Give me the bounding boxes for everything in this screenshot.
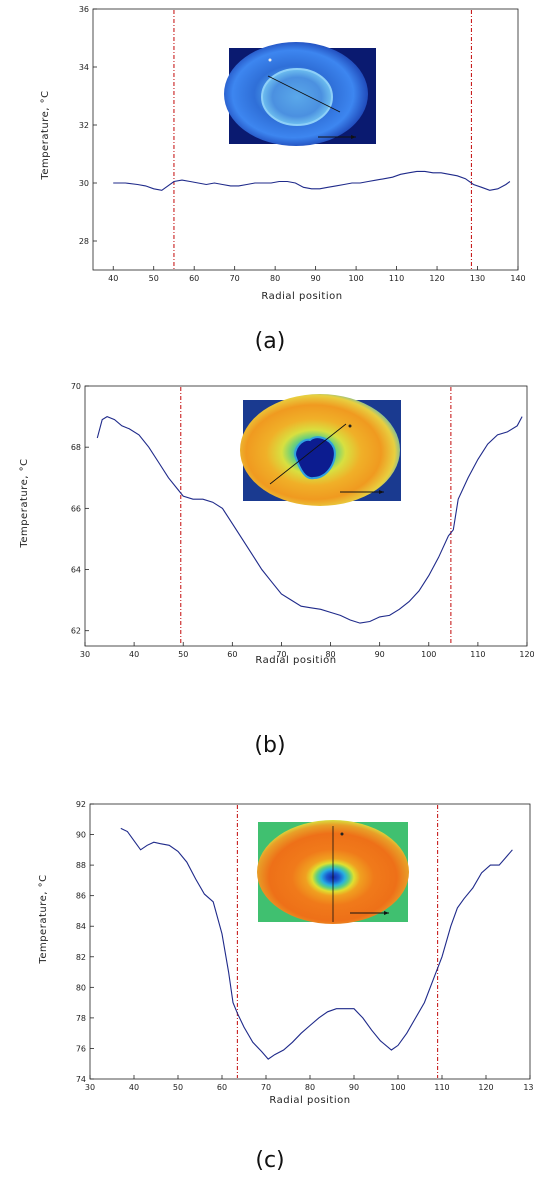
x-tick-label: 100 <box>421 650 436 659</box>
data-line-c <box>120 827 513 1060</box>
x-tick-label: 140 <box>510 274 525 283</box>
x-axis-c: 30 40 50 60 70 80 90 100 110 120 13( <box>85 1075 534 1092</box>
x-tick-label: 120 <box>478 1083 493 1092</box>
data-line-b <box>96 415 523 624</box>
x-tick-label: 70 <box>261 1083 271 1092</box>
vlines-a <box>173 10 473 269</box>
y-tick-label: 64 <box>71 566 81 575</box>
panel-label-b: (b) <box>254 733 285 758</box>
x-tick-label: 80 <box>270 274 280 283</box>
y-tick-label: 82 <box>76 953 86 962</box>
y-tick-label: 30 <box>79 179 89 188</box>
y-tick-label: 78 <box>76 1014 86 1023</box>
x-tick-label: 50 <box>173 1083 183 1092</box>
y-tick-label: 66 <box>71 504 81 513</box>
panel-a: 40 50 60 70 80 90 100 110 120 130 140 28 30 32 34 36 R… <box>40 5 526 354</box>
x-axis-b: 30 40 50 60 70 80 90 100 110 120 <box>80 642 534 659</box>
x-tick-label: 80 <box>305 1083 315 1092</box>
x-tick-label: 120 <box>429 274 444 283</box>
x-tick-label: 40 <box>108 274 118 283</box>
y-tick-label: 76 <box>76 1044 86 1053</box>
x-tick-label: 50 <box>149 274 159 283</box>
panel-label-c: (c) <box>255 1148 284 1173</box>
y-axis-b: 62 64 66 68 70 <box>71 382 89 636</box>
x-tick-label: 30 <box>80 650 90 659</box>
y-tick-label: 74 <box>76 1075 86 1084</box>
x-tick-label: 120 <box>519 650 534 659</box>
x-axis-label-a: Radial position <box>261 291 342 302</box>
panel-b: 30 40 50 60 70 80 90 100 110 120 62 64 66 68 70 Radia… <box>19 382 534 758</box>
y-tick-label: 84 <box>76 922 86 931</box>
x-axis-a: 40 50 60 70 80 90 100 110 120 130 140 <box>108 266 526 283</box>
x-tick-label: 40 <box>129 650 139 659</box>
y-tick-label: 28 <box>79 237 89 246</box>
x-tick-label: 90 <box>311 274 321 283</box>
x-tick-label: 60 <box>189 274 199 283</box>
x-tick-label: 70 <box>230 274 240 283</box>
x-tick-label: 13( <box>523 1083 534 1092</box>
x-tick-label: 30 <box>85 1083 95 1092</box>
inset-a <box>224 42 376 146</box>
x-tick-label: 60 <box>227 650 237 659</box>
y-tick-label: 68 <box>71 443 81 452</box>
y-axis-a: 28 30 32 34 36 <box>79 5 97 246</box>
x-tick-label: 100 <box>390 1083 405 1092</box>
x-tick-label: 90 <box>375 650 385 659</box>
y-tick-label: 80 <box>76 983 86 992</box>
x-tick-label: 40 <box>129 1083 139 1092</box>
x-axis-label-b: Radial position <box>255 655 336 666</box>
y-tick-label: 86 <box>76 892 86 901</box>
vlines-b <box>180 387 452 645</box>
y-tick-label: 70 <box>71 382 81 391</box>
x-tick-label: 50 <box>178 650 188 659</box>
x-tick-label: 70 <box>276 650 286 659</box>
y-tick-label: 62 <box>71 627 81 636</box>
y-tick-label: 92 <box>76 800 86 809</box>
y-axis-label-c: Temperature, °C <box>38 874 49 964</box>
inset-b <box>240 394 401 506</box>
data-line-a <box>113 170 511 191</box>
y-axis-label-b: Temperature, °C <box>19 458 30 548</box>
panel-c: 30 40 50 60 70 80 90 100 110 120 13( 74 76 78 80 82 84 8… <box>38 800 534 1173</box>
vlines-c <box>236 805 439 1078</box>
x-axis-label-c: Radial position <box>269 1095 350 1106</box>
x-tick-label: 60 <box>217 1083 227 1092</box>
y-axis-label-a: Temperature, °C <box>40 90 51 180</box>
x-tick-label: 80 <box>325 650 335 659</box>
y-tick-label: 88 <box>76 861 86 870</box>
y-tick-label: 36 <box>79 5 89 14</box>
plot-frame-a <box>92 8 519 271</box>
x-tick-label: 110 <box>389 274 404 283</box>
x-tick-label: 130 <box>470 274 485 283</box>
x-tick-label: 110 <box>434 1083 449 1092</box>
inset-c <box>257 820 409 924</box>
y-tick-label: 34 <box>79 63 89 72</box>
y-tick-label: 32 <box>79 121 89 130</box>
x-tick-label: 90 <box>349 1083 359 1092</box>
plot-frame-b <box>84 385 528 647</box>
x-tick-label: 100 <box>348 274 363 283</box>
y-tick-label: 90 <box>76 831 86 840</box>
x-tick-label: 110 <box>470 650 485 659</box>
panel-label-a: (a) <box>255 329 286 354</box>
y-axis-c: 74 76 78 80 82 84 86 88 90 92 <box>76 800 94 1084</box>
